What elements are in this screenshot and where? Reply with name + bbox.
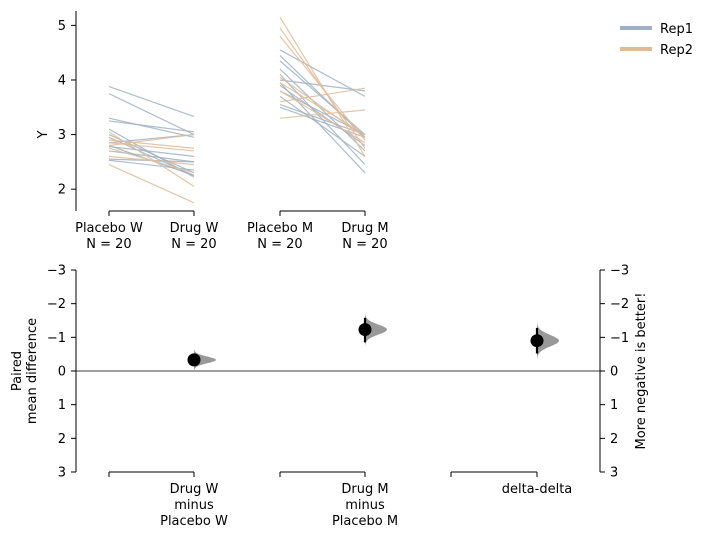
bootstrap-distribution [537,322,559,360]
paired-line-rep1 [108,93,195,136]
x-tick-label: minus [174,498,214,513]
legend-label-rep2: Rep2 [660,43,693,58]
left-y-axis-title-line2: mean difference [25,318,40,424]
y-tick-label: 4 [58,73,66,88]
paired-line-rep2 [279,109,366,119]
x-tick-sample-size: N = 20 [342,237,387,252]
paired-line-rep2 [108,139,195,149]
paired-line-rep2 [108,164,195,204]
left-y-tick-label: −2 [47,297,66,312]
mean-difference-point [530,334,544,348]
x-tick-label: Drug W [170,221,219,236]
paired-difference-panel: −3 −3 −2 −2 −1 −1 0 0 1 1 2 2 3 3 Paired mean differenc… [10,263,649,529]
bootstrap-distribution [365,313,387,346]
paired-line-rep2 [279,87,366,103]
left-y-tick-label: 2 [58,432,66,447]
paired-line-rep2 [108,155,195,166]
paired-line-rep1 [279,84,366,146]
paired-line-rep1 [108,117,195,138]
right-y-tick-label: −1 [610,331,629,346]
paired-line-rep2 [279,35,366,141]
right-y-tick-label: 3 [610,466,618,481]
right-y-axis-title: More negative is better! [634,293,649,450]
x-tick-label: Placebo M [332,514,398,529]
y-tick-label: 2 [58,183,66,198]
x-tick-sample-size: N = 20 [257,237,302,252]
left-y-tick-label: −3 [47,263,66,278]
paired-line-rep1 [279,49,366,97]
paired-line-rep1 [108,145,195,158]
right-y-tick-label: −3 [610,263,629,278]
y-axis-title: Y [36,131,51,140]
paired-line-rep2 [108,133,195,147]
paired-line-rep1 [108,120,195,133]
x-tick-label: Placebo W [75,221,143,236]
paired-line-rep2 [279,76,366,138]
x-tick-sample-size: N = 20 [86,237,131,252]
right-y-tick-label: 1 [610,398,618,413]
x-tick-sample-size: N = 20 [171,237,216,252]
x-tick-label: Drug M [341,221,388,236]
paired-line-rep1 [279,95,366,157]
paired-line-rep1 [279,103,366,136]
legend-label-rep1: Rep1 [660,22,693,37]
paired-line-rep2 [279,16,366,157]
legend: Rep1 Rep2 [620,22,693,58]
y-tick-label: 3 [58,128,66,143]
x-tick-label: Drug M [341,482,388,497]
left-y-axis-title-line1: Paired [10,351,25,391]
right-y-tick-label: 2 [610,432,618,447]
left-y-tick-label: 0 [58,365,66,380]
right-y-tick-label: 0 [610,365,618,380]
mean-difference-point [358,323,372,337]
x-tick-label: minus [345,498,385,513]
mean-difference-point [187,353,201,367]
y-tick-label: 5 [58,19,66,34]
left-y-tick-label: −1 [47,331,66,346]
right-y-tick-label: −2 [610,297,629,312]
left-y-tick-label: 3 [58,466,66,481]
bootstrap-distribution [194,349,216,371]
paired-line-rep2 [279,82,366,136]
paired-line-rep1 [108,85,195,118]
x-tick-label: delta-delta [502,482,573,497]
x-tick-label: Placebo W [160,514,228,529]
paired-line-rep1 [279,68,366,152]
x-tick-label: Placebo M [247,221,313,236]
left-y-tick-label: 1 [58,398,66,413]
x-tick-label: Drug W [170,482,219,497]
